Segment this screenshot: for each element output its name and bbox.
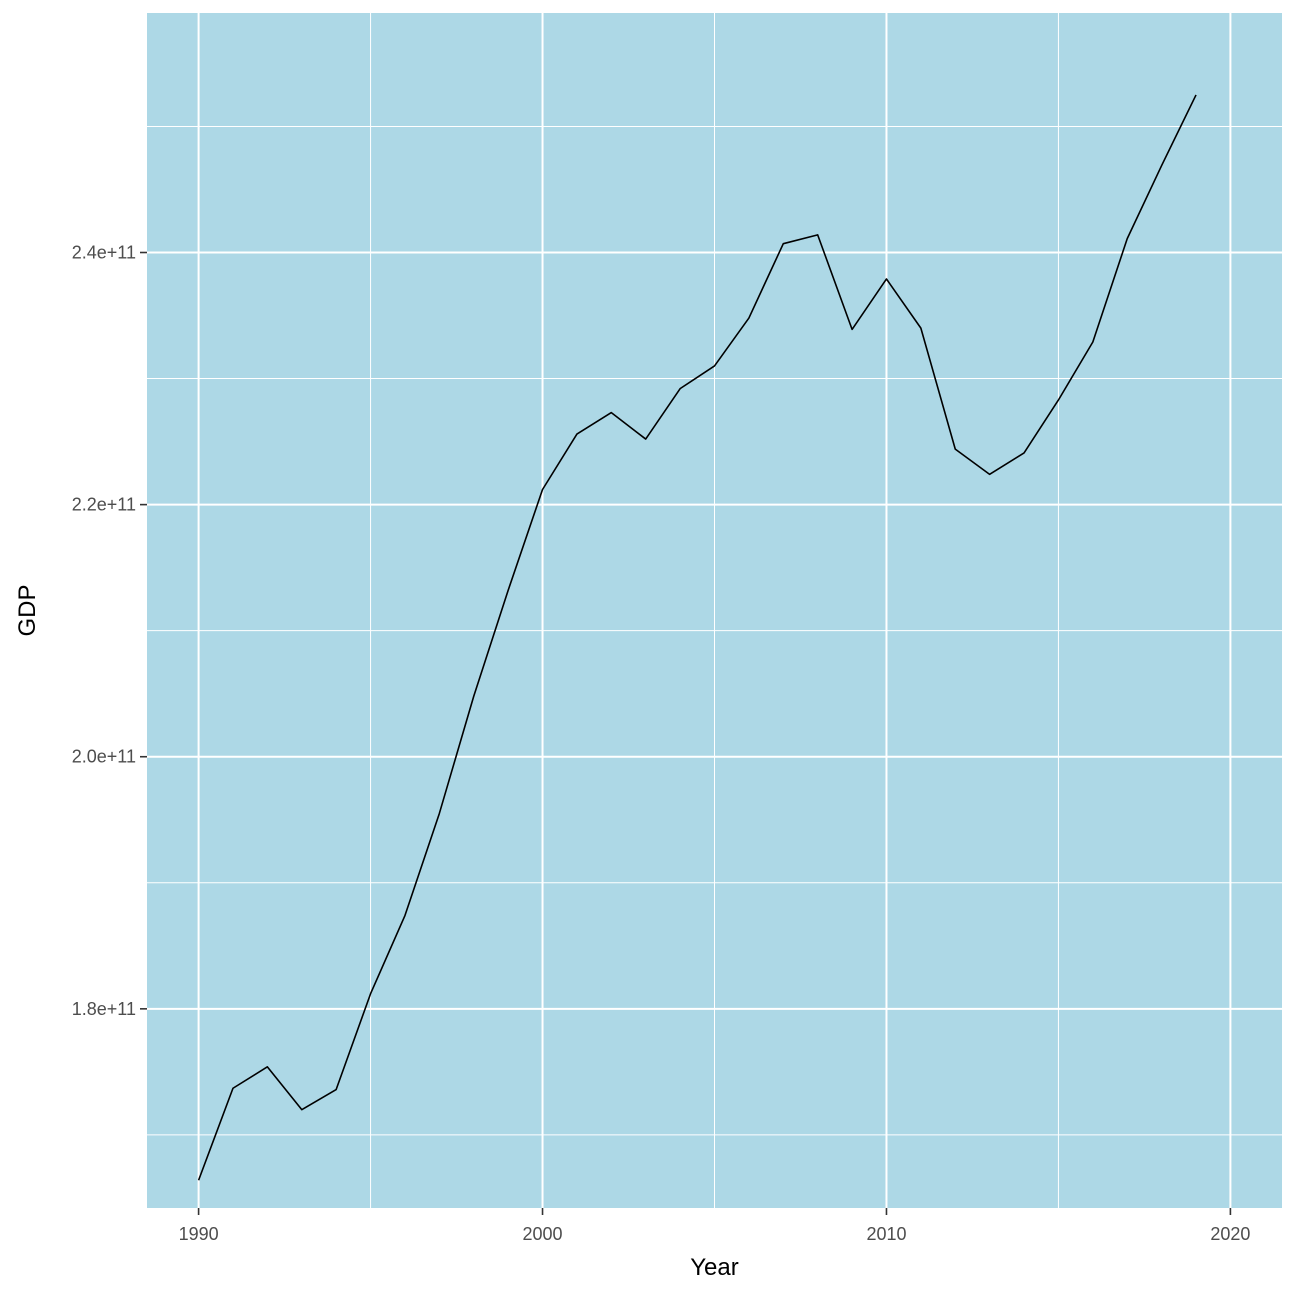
gdp-series-line (197, 94, 1197, 1181)
major-gridlines (147, 13, 1282, 1208)
x-tick-label: 2010 (866, 1224, 906, 1244)
axes: 1990 2000 2010 2020 1.8e+11 2.0e+11 2.2e+11 2.4… (72, 243, 1251, 1244)
x-tick-label: 2020 (1210, 1224, 1250, 1244)
x-tick-label: 1990 (179, 1224, 219, 1244)
y-tick-label: 2.2e+11 (72, 495, 136, 515)
x-axis-title: Year (690, 1254, 739, 1281)
y-tick-label: 1.8e+11 (72, 999, 136, 1019)
y-tick-label: 2.0e+11 (72, 747, 136, 767)
y-tick-label: 2.4e+11 (72, 243, 136, 263)
x-tick-label: 2000 (523, 1224, 563, 1244)
y-axis-title: GDP (14, 584, 41, 636)
minor-gridlines (147, 13, 1282, 1208)
series-layer (197, 94, 1197, 1181)
